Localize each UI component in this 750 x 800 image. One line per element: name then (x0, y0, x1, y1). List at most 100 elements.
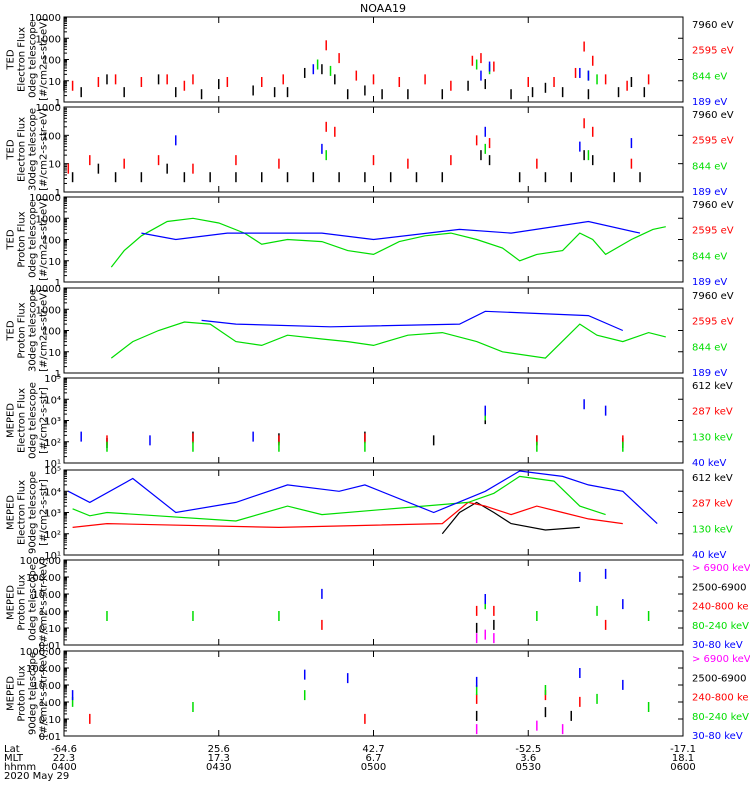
legend-label: 844 eV (692, 161, 727, 172)
legend-label: 240-800 ke (692, 602, 749, 613)
y-axis-label-line: TED (6, 229, 17, 250)
y-axis-label-line: [#/cm2-s-str-keV] (39, 649, 50, 737)
y-axis-label-line: MEPED (6, 403, 17, 438)
y-axis-label-line: Proton Flux (17, 211, 28, 267)
y-tick-label: 10¹ (44, 551, 61, 562)
y-tick-label: 100 (42, 236, 61, 247)
y-tick-label: 10³ (44, 509, 61, 520)
y-axis-label: TEDElectron Flux30deg telescope[#/cm2-s-… (6, 108, 50, 191)
legend-label: 844 eV (692, 342, 727, 353)
y-tick-label: 10 (48, 160, 61, 171)
y-axis-label-line: 0deg telescope (28, 564, 39, 641)
legend-label: > 6900 keV (692, 563, 750, 574)
footer-row-label: hhmm (4, 762, 36, 773)
series-line (110, 217, 666, 268)
y-axis-label-line: 30deg telescope (28, 289, 39, 372)
y-tick-label: 0.10 (39, 715, 61, 726)
footer-hhmm-value: 0430 (206, 762, 231, 773)
y-axis-label-line: MEPED (6, 676, 17, 711)
footer-row-label: MLT (4, 753, 24, 764)
y-axis-label-line: Proton Flux (17, 665, 28, 721)
legend-label: 844 eV (692, 251, 727, 262)
y-tick-label: 10⁴ (44, 395, 61, 406)
y-tick-label: 1000 (36, 34, 61, 45)
chart-panel-8: 0.010.101.0010.00100.001000.00MEPEDProto… (6, 647, 750, 743)
y-tick-label: 1000.00 (20, 647, 61, 658)
footer-mlt-value: 3.6 (520, 753, 536, 764)
footer-mlt-value: 22.3 (53, 753, 75, 764)
y-tick-label: 10⁴ (44, 487, 61, 498)
y-tick-label: 10.00 (32, 590, 61, 601)
y-axis-label-line: TED (6, 320, 17, 341)
legend-label: 189 eV (692, 97, 727, 108)
plot-frame (63, 469, 684, 556)
y-tick-label: 1.00 (39, 607, 61, 618)
footer-hhmm-value: 0530 (516, 762, 541, 773)
footer-mlt-value: 6.7 (366, 753, 382, 764)
plot-frame (63, 559, 684, 646)
y-axis-label-line: 90deg telescope (28, 652, 39, 735)
y-axis-label-line: Proton Flux (17, 574, 28, 630)
legend-label: 2500-6900 (692, 673, 747, 684)
y-axis-label-line: 30deg telescope (28, 108, 39, 191)
plot-frame (63, 16, 684, 103)
footer-lat-value: -52.5 (515, 744, 541, 755)
footer-mlt-value: 17.3 (208, 753, 230, 764)
legend-label: 2595 eV (692, 136, 734, 147)
series-line (441, 501, 580, 535)
y-axis-label-line: [#/cm2-s-str-eV] (39, 18, 50, 101)
series-line (68, 470, 658, 525)
legend-label: 2595 eV (692, 46, 734, 57)
footer-hhmm-value: 0500 (361, 762, 386, 773)
legend-label: 240-800 ke (692, 693, 749, 704)
y-axis-label: MEPEDElectron Flux0deg telescope[#/cm2-s… (6, 382, 50, 459)
legend-label: 7960 eV (692, 291, 734, 302)
y-axis-label: TEDProton Flux30deg telescope[#/cm2-s-st… (6, 289, 50, 372)
legend-label: 612 keV (692, 381, 733, 392)
y-axis-label-line: [#/cm2-s-str] (39, 479, 50, 546)
y-tick-label: 10000 (29, 13, 61, 24)
y-tick-label: 10² (44, 530, 61, 541)
legend-label: 189 eV (692, 368, 727, 379)
y-tick-label: 10³ (44, 417, 61, 428)
legend-label: 40 keV (692, 550, 726, 561)
y-axis-label-line: [#/cm2-s-str-keV] (39, 558, 50, 646)
y-tick-label: 100 (42, 327, 61, 338)
y-axis-label: TEDElectron Flux0deg telescope[#/cm2-s-s… (6, 18, 50, 101)
footer-lat-value: -64.6 (51, 744, 77, 755)
y-axis-label-line: [#/cm2-s-str-eV] (39, 289, 50, 372)
y-axis-label: MEPEDProton Flux90deg telescope[#/cm2-s-… (6, 649, 50, 737)
y-tick-label: 100.00 (26, 573, 61, 584)
y-tick-label: 1 (55, 278, 61, 289)
y-axis-label-line: Electron Flux (17, 27, 28, 92)
y-tick-label: 10 (48, 257, 61, 268)
y-tick-label: 1000.00 (20, 556, 61, 567)
y-tick-label: 1000 (36, 103, 61, 114)
legend-label: 30-80 keV (692, 640, 743, 651)
legend-label: 80-240 keV (692, 712, 749, 723)
chart-panel-7: 0.010.101.0010.00100.001000.00MEPEDProto… (6, 556, 750, 652)
y-axis-label-line: [#/cm2-s-str] (39, 387, 50, 454)
y-axis-label-line: [#/cm2-s-str-eV] (39, 108, 50, 191)
legend-label: 287 keV (692, 407, 733, 418)
series-line (141, 220, 641, 241)
legend-label: 7960 eV (692, 200, 734, 211)
y-tick-label: 1.00 (39, 698, 61, 709)
y-tick-label: 1000 (36, 214, 61, 225)
y-tick-label: 10000 (29, 193, 61, 204)
y-tick-label: 0.01 (39, 732, 61, 743)
footer-lat-value: 25.6 (208, 744, 230, 755)
y-axis-label-line: Proton Flux (17, 302, 28, 358)
footer-hhmm-value: 0600 (670, 762, 695, 773)
y-tick-label: 1000 (36, 305, 61, 316)
figure-title: NOAA19 (360, 2, 406, 15)
y-tick-label: 0.01 (39, 641, 61, 652)
y-tick-label: 0.10 (39, 624, 61, 635)
legend-label: 130 keV (692, 432, 733, 443)
legend-label: 189 eV (692, 187, 727, 198)
y-tick-label: 10.00 (32, 681, 61, 692)
